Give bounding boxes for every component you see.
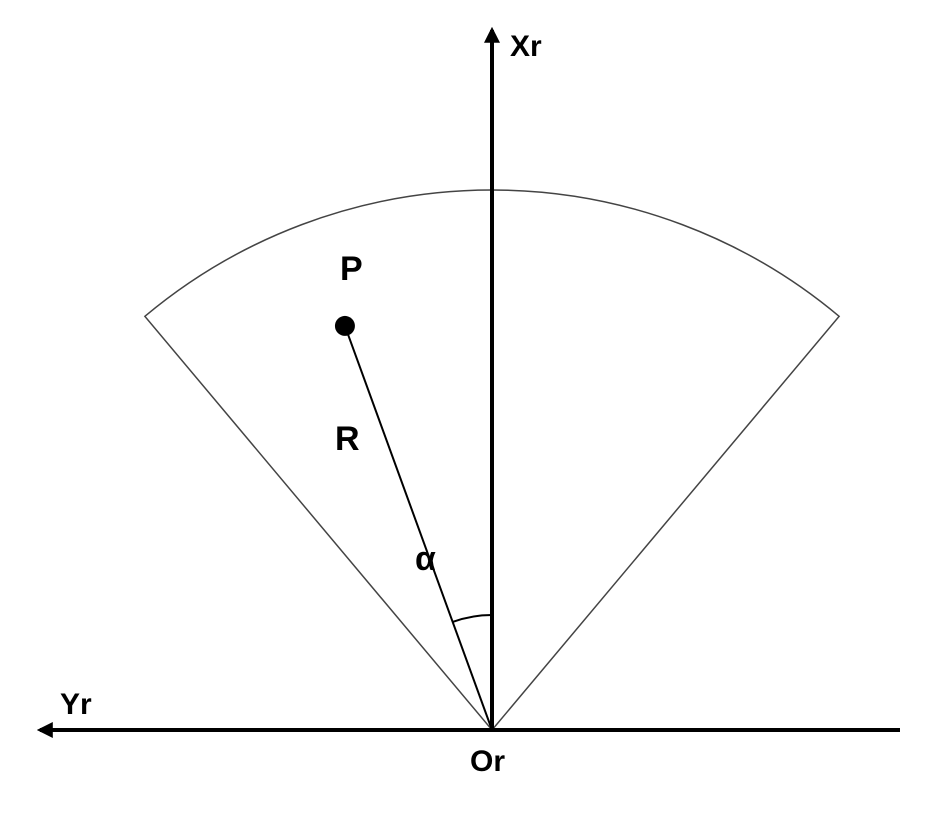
radius-label: R: [335, 420, 360, 459]
origin-label: Or: [470, 745, 505, 779]
point-p-label: P: [340, 250, 363, 289]
x-axis-label: Xr: [510, 30, 542, 64]
y-axis-label: Yr: [60, 688, 92, 722]
diagram-svg: [0, 0, 936, 819]
coordinate-diagram: Xr Yr Or P R α: [0, 0, 936, 819]
angle-alpha-label: α: [415, 540, 436, 579]
